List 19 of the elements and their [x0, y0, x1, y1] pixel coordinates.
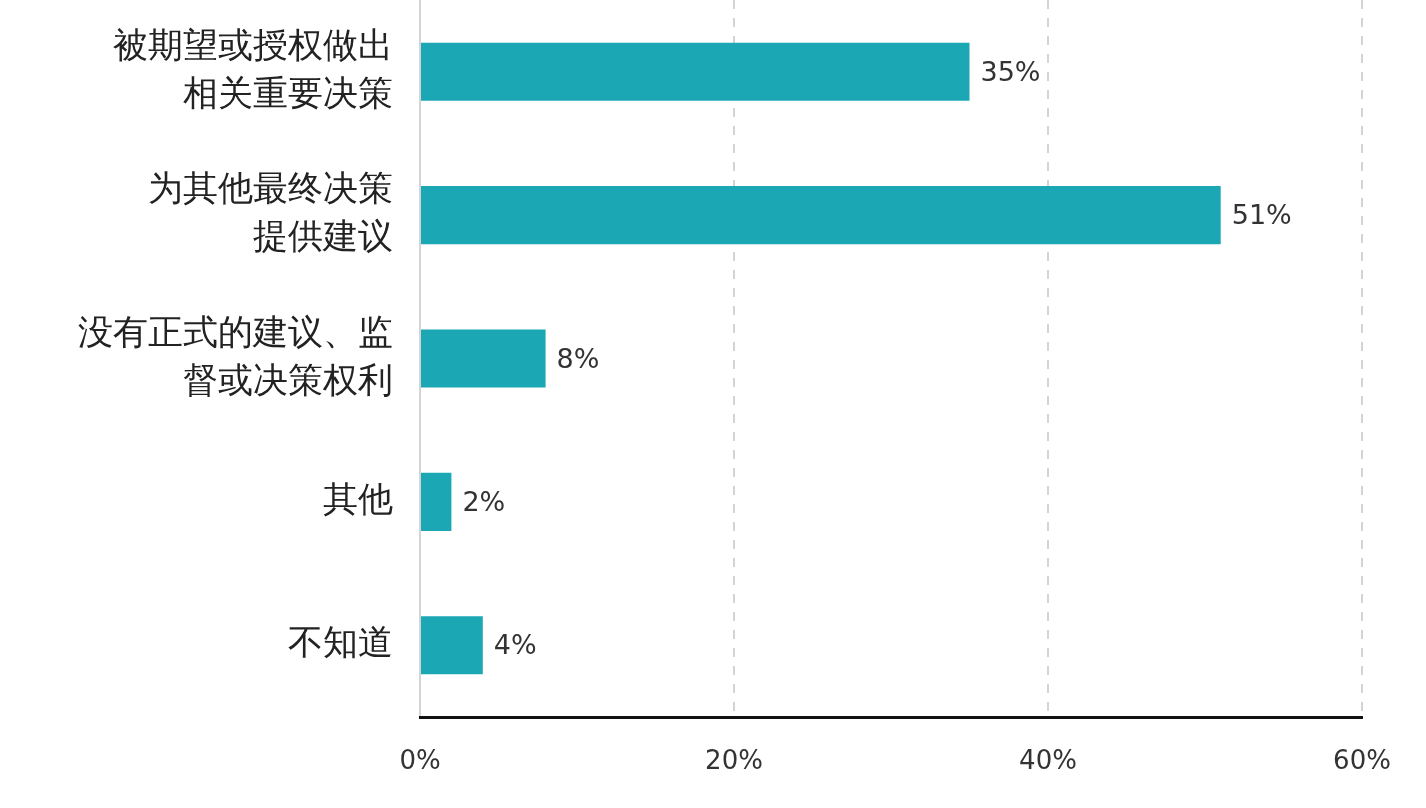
y-tick-label: 其他 — [323, 478, 393, 519]
y-tick-label: 不知道 — [288, 622, 393, 663]
y-tick-label: 被期望或授权做出相关重要决策 — [113, 24, 393, 113]
bar — [421, 329, 546, 388]
bar — [421, 42, 970, 101]
x-tick-label: 20% — [705, 745, 763, 776]
data-label: 2% — [462, 485, 506, 517]
x-tick-label: 40% — [1019, 745, 1077, 776]
y-tick-label: 没有正式的建议、监督或决策权利 — [78, 311, 393, 400]
bar — [421, 472, 452, 531]
bar — [421, 186, 1221, 245]
y-tick-label: 为其他最终决策提供建议 — [148, 168, 393, 257]
x-tick-label: 60% — [1333, 745, 1391, 776]
data-label: 4% — [493, 629, 537, 661]
data-label: 51% — [1231, 199, 1292, 231]
x-tick-label: 0% — [399, 745, 441, 776]
bar — [421, 616, 483, 675]
data-label: 8% — [556, 342, 600, 374]
data-label: 35% — [980, 55, 1041, 87]
